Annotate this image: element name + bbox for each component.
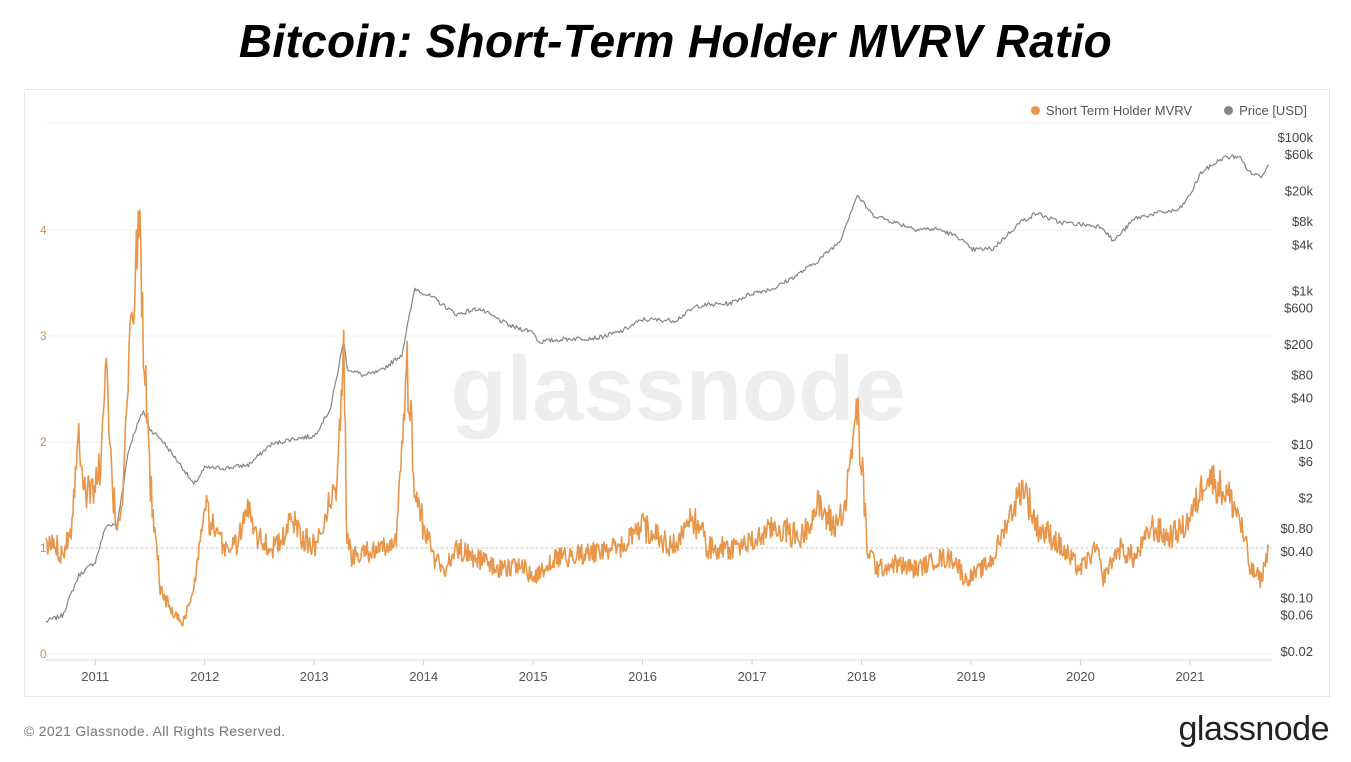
mvrv-layer (45, 209, 1270, 627)
left-axis-tick-label: 3 (40, 329, 47, 343)
chart-frame (24, 89, 1330, 697)
legend-item-price[interactable]: Price [USD] (1224, 103, 1307, 118)
right-axis-tick-label: $6 (1299, 454, 1313, 469)
right-axis: $100k $60k $20k $8k $4k $1k $600 $200 $80 $40 $10 $… (1278, 130, 1314, 659)
watermark: glassnode (450, 338, 905, 440)
x-axis: 2011 2012 2013 2014 2015 2016 2017 2018 2019 2020… (46, 659, 1272, 684)
right-axis-tick-label: $0.40 (1280, 544, 1313, 559)
legend: Short Term Holder MVRV Price [USD] (1030, 103, 1307, 118)
price-layer (45, 154, 1270, 623)
mvrv-series-line (45, 209, 1270, 627)
left-axis: 0 1 2 3 4 (40, 223, 47, 661)
x-axis-tick-label: 2018 (847, 669, 876, 684)
x-axis-tick-label: 2013 (300, 669, 329, 684)
right-axis-tick-label: $0.10 (1280, 590, 1313, 605)
x-axis-tick-label: 2020 (1066, 669, 1095, 684)
legend-swatch-price (1224, 106, 1234, 115)
legend-item-mvrv[interactable]: Short Term Holder MVRV (1030, 103, 1193, 118)
right-axis-tick-label: $100k (1278, 130, 1314, 145)
price-series-line (45, 154, 1270, 623)
right-axis-tick-label: $600 (1284, 300, 1313, 315)
x-axis-tick-label: 2016 (628, 669, 657, 684)
x-axis-tick-label: 2015 (519, 669, 548, 684)
x-axis-tick-label: 2017 (738, 669, 767, 684)
right-axis-tick-label: $2 (1299, 491, 1313, 506)
right-axis-tick-label: $40 (1291, 391, 1313, 406)
left-axis-tick-label: 4 (40, 223, 47, 237)
right-axis-tick-label: $0.02 (1280, 644, 1313, 659)
copyright-text: © 2021 Glassnode. All Rights Reserved. (24, 723, 286, 739)
left-axis-tick-label: 2 (40, 435, 47, 449)
x-axis-tick-label: 2011 (81, 669, 109, 684)
chart-title: Bitcoin: Short-Term Holder MVRV Ratio (238, 15, 1113, 67)
right-axis-tick-label: $0.80 (1280, 521, 1313, 536)
legend-swatch-mvrv (1030, 106, 1040, 115)
right-axis-tick-label: $1k (1292, 283, 1313, 298)
right-axis-tick-label: $8k (1292, 214, 1313, 229)
glassnode-logo: glassnode (1178, 710, 1329, 748)
right-axis-tick-label: $10 (1291, 437, 1313, 452)
x-axis-tick-label: 2014 (409, 669, 438, 684)
x-axis-tick-label: 2019 (957, 669, 986, 684)
legend-label-mvrv: Short Term Holder MVRV (1045, 103, 1193, 118)
legend-label-price: Price [USD] (1239, 103, 1307, 118)
x-axis-tick-label: 2021 (1175, 669, 1204, 684)
left-axis-tick-label: 1 (40, 541, 47, 555)
right-axis-tick-label: $60k (1285, 147, 1314, 162)
left-axis-tick-label: 0 (40, 647, 47, 661)
x-axis-tick-label: 2012 (190, 669, 219, 684)
right-axis-tick-label: $4k (1292, 237, 1313, 252)
right-axis-tick-label: $0.06 (1280, 607, 1313, 622)
right-axis-tick-label: $200 (1284, 337, 1313, 352)
right-axis-tick-label: $20k (1285, 184, 1314, 199)
right-axis-tick-label: $80 (1291, 368, 1313, 383)
